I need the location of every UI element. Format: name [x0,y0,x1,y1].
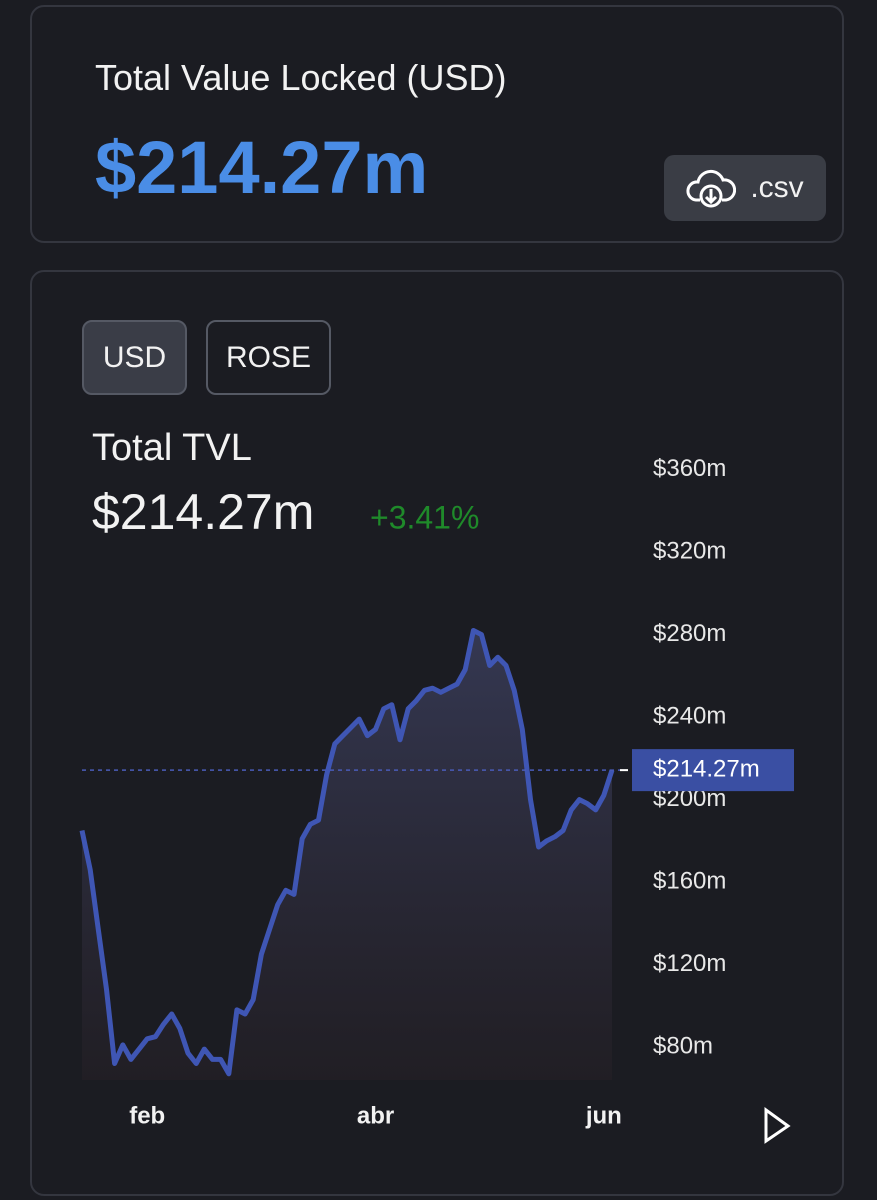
chart-title: Total TVL [92,427,252,469]
download-icon [686,169,737,208]
summary-card: Total Value Locked (USD) $214.27m .csv [30,5,844,243]
x-tick-label: jun [585,1102,622,1129]
current-value: $214.27m [92,484,314,540]
y-tick-label: $280m [653,620,726,647]
csv-label: .csv [750,171,804,204]
y-tick-label: $80m [653,1032,713,1059]
summary-value: $214.27m [95,126,429,209]
y-tick-label: $120m [653,950,726,977]
play-button[interactable] [764,1107,791,1144]
last-value-label: $214.27m [653,755,760,782]
y-tick-label: $360m [653,455,726,482]
toggle-rose[interactable]: ROSE [206,320,331,395]
y-tick-label: $240m [653,702,726,729]
line [79,628,615,1077]
toggle-usd[interactable]: USD [82,320,187,395]
y-tick-label: $320m [653,537,726,564]
area [82,630,612,1080]
change: +3.41% [370,499,479,535]
x-tick-label: abr [357,1102,394,1129]
last-value-box [632,749,794,792]
summary-title: Total Value Locked (USD) [95,57,507,98]
x-tick-label: feb [129,1102,165,1129]
y-tick-label: $160m [653,867,726,894]
csv-button[interactable]: .csv [664,155,826,221]
chart-card: USD ROSE [30,270,844,1196]
